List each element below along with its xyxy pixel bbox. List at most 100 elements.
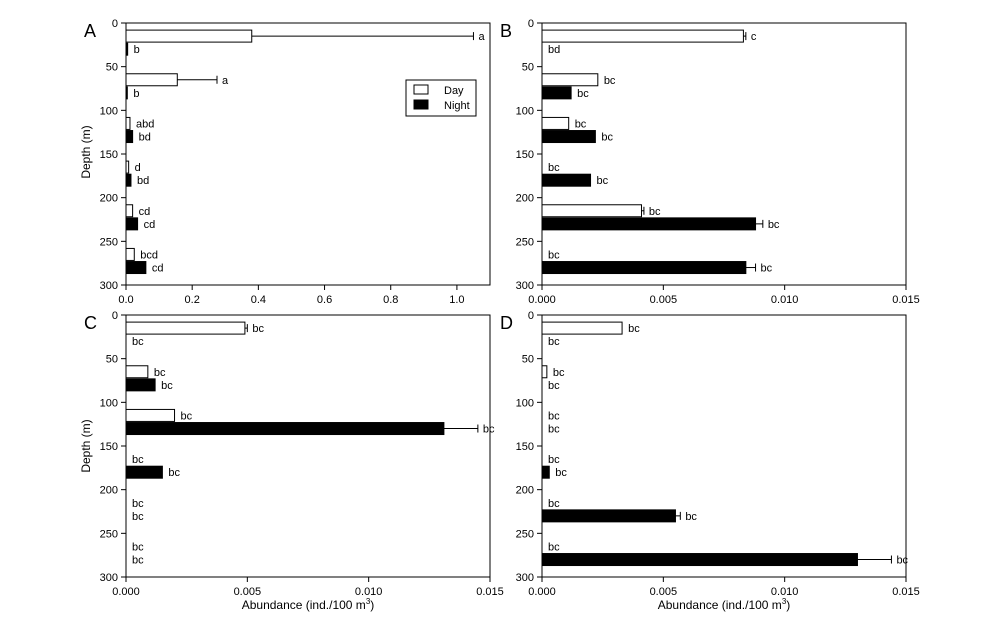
y-tick-label-c: 0	[112, 310, 118, 322]
x-tick-label-c: 0.005	[234, 586, 262, 598]
x-tick-label-b: 0.015	[892, 294, 920, 306]
y-tick-label-b: 200	[516, 193, 534, 205]
sig-label-d-day: bc	[548, 454, 560, 466]
sig-label-b-night: bc	[577, 88, 589, 100]
y-tick-label-b: 150	[516, 149, 534, 161]
sig-label-a-night: b	[134, 44, 140, 56]
panel-c: C 0.000 0.005 0.010 0.015 0 50 100 150 200 250 300 b…	[84, 310, 504, 598]
y-tick-label-a: 250	[100, 236, 118, 248]
bar-d-day	[541, 321, 623, 335]
legend-night-swatch	[413, 99, 429, 110]
bar-a-night	[125, 86, 128, 100]
sig-label-d-day: bc	[548, 410, 560, 422]
bar-c-night	[125, 422, 445, 436]
y-tick-label-c: 250	[100, 528, 118, 540]
bar-b-night	[541, 261, 747, 275]
panel-letter-d: D	[500, 313, 513, 333]
x-tick-label-a: 1.0	[449, 294, 464, 306]
sig-label-b-day: bc	[548, 249, 560, 261]
panel-b: B 0.000 0.005 0.010 0.015 0 50 100 150 200 250 300 c…	[500, 18, 920, 306]
y-tick-label-b: 250	[516, 236, 534, 248]
bar-a-night	[125, 173, 132, 187]
sig-label-a-day: d	[135, 162, 141, 174]
sig-label-d-night: bc	[555, 467, 567, 479]
plot-frame-b	[541, 22, 907, 286]
bar-b-day	[541, 29, 744, 43]
panel-a: A 0.0 0.2 0.4 0.6 0.8 1.0 0 50 100 150 200 250 300 a a a…	[84, 18, 491, 306]
x-tick-label-a: 0.0	[118, 294, 133, 306]
sig-label-d-night: bc	[548, 424, 560, 436]
bar-b-day	[541, 204, 642, 218]
y-tick-label-d: 300	[516, 572, 534, 584]
sig-label-c-day: bc	[132, 541, 144, 553]
panel-letter-a: A	[84, 21, 96, 41]
x-tick-label-a: 0.6	[317, 294, 332, 306]
bar-d-night	[541, 465, 550, 479]
y-tick-label-d: 50	[522, 354, 534, 366]
panel-d: D 0.000 0.005 0.010 0.015 0 50 100 150 200 250 300 b…	[500, 310, 920, 598]
bar-a-day	[125, 247, 135, 261]
bar-a-day	[125, 116, 131, 130]
y-tick-label-c: 50	[106, 354, 118, 366]
bar-a-day	[125, 73, 178, 87]
y-tick-label-a: 0	[112, 18, 118, 30]
sig-label-b-night: bc	[761, 263, 773, 275]
sig-label-a-day: bcd	[140, 249, 158, 261]
y-tick-label-b: 50	[522, 62, 534, 74]
y-tick-label-a: 150	[100, 149, 118, 161]
sig-label-c-night: bc	[161, 380, 173, 392]
bar-c-night	[125, 465, 163, 479]
bar-a-night	[125, 261, 147, 275]
y-tick-label-a: 100	[100, 105, 118, 117]
x-tick-label-b: 0.005	[650, 294, 678, 306]
y-tick-label-c: 150	[100, 441, 118, 453]
x-axis-label-left: Abundance (ind./100 m3)	[242, 597, 375, 612]
sig-label-c-night: bc	[132, 336, 144, 348]
x-tick-label-b: 0.000	[528, 294, 556, 306]
sig-label-c-day: bc	[181, 410, 193, 422]
bar-b-night	[541, 86, 572, 100]
sig-label-c-day: bc	[132, 498, 144, 510]
legend-day-swatch	[413, 84, 429, 95]
bar-c-day	[125, 321, 246, 335]
bar-a-day	[125, 29, 253, 43]
sig-label-b-day: bc	[649, 206, 661, 218]
sig-label-c-night: bc	[132, 511, 144, 523]
bar-b-night	[541, 217, 757, 231]
sig-label-b-day: bc	[575, 118, 587, 130]
sig-label-a-day: cd	[139, 206, 151, 218]
y-tick-label-c: 200	[100, 485, 118, 497]
sig-label-d-night: bc	[685, 511, 697, 523]
sig-label-d-day: bc	[628, 323, 640, 335]
sig-label-b-day: bc	[548, 162, 560, 174]
sig-label-a-night: b	[133, 88, 139, 100]
bar-a-day	[125, 160, 130, 174]
sig-label-c-day: bc	[132, 454, 144, 466]
y-tick-label-b: 0	[528, 18, 534, 30]
plot-frame-c	[125, 314, 491, 578]
sig-label-b-night: bc	[597, 175, 609, 187]
bar-a-night	[125, 42, 129, 56]
sig-label-a-night: cd	[152, 263, 164, 275]
y-axis-label-bottom: Depth (m)	[79, 419, 93, 472]
bar-a-night	[125, 217, 139, 231]
panel-letter-c: C	[84, 313, 97, 333]
y-tick-label-c: 300	[100, 572, 118, 584]
legend-day-label: Day	[444, 85, 464, 97]
y-axis-label-top: Depth (m)	[79, 125, 93, 178]
bar-c-day	[125, 365, 149, 379]
sig-label-a-day: abd	[136, 118, 154, 130]
sig-label-b-night: bc	[601, 132, 613, 144]
y-tick-label-d: 200	[516, 485, 534, 497]
sig-label-c-night: bc	[168, 467, 180, 479]
bar-c-night	[125, 378, 156, 392]
y-tick-label-b: 300	[516, 280, 534, 292]
sig-label-c-day: bc	[154, 367, 166, 379]
x-tick-label-c: 0.015	[476, 586, 504, 598]
y-tick-label-d: 150	[516, 441, 534, 453]
y-tick-label-d: 0	[528, 310, 534, 322]
x-tick-label-d: 0.005	[650, 586, 678, 598]
x-tick-label-d: 0.015	[892, 586, 920, 598]
sig-label-c-day: bc	[252, 323, 264, 335]
